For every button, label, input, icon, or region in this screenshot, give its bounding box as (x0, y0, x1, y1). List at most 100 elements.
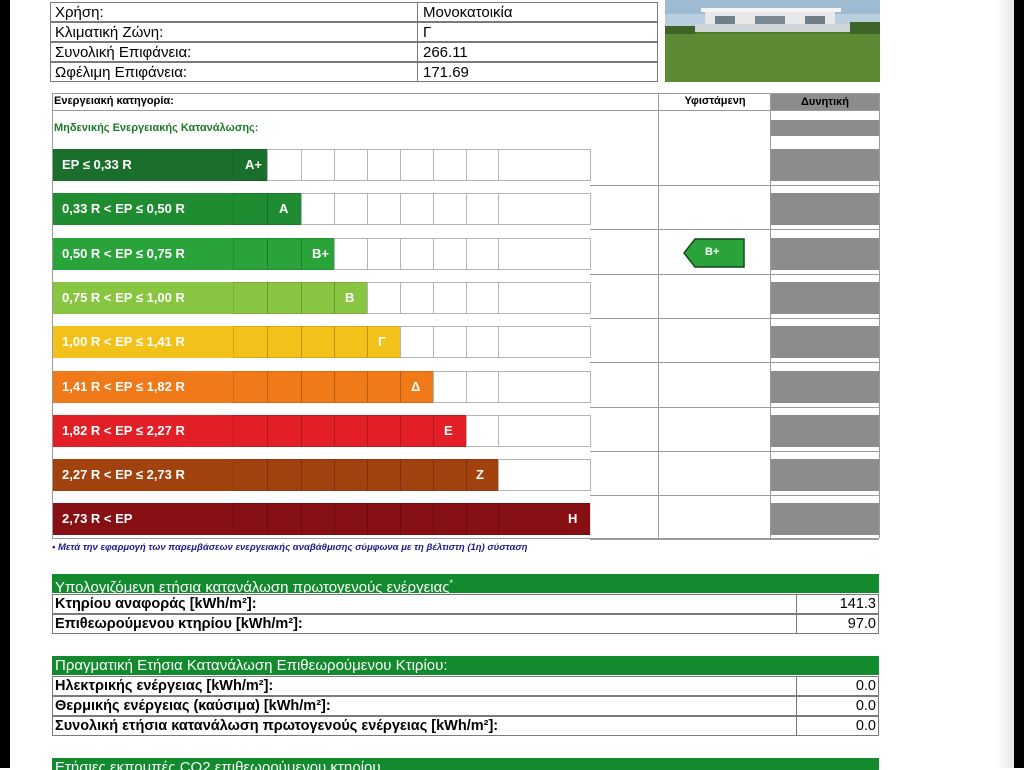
band-cell (367, 149, 401, 181)
cell-divider (796, 717, 797, 735)
potential-column-header: Δυνητική (801, 96, 849, 108)
band-cell (267, 459, 302, 491)
info-value: 266.11 (423, 44, 468, 61)
energy-band-row: EP ≤ 0,33 R A+ (0, 149, 1024, 186)
band-range-label: 2,73 R < EP (62, 511, 133, 526)
band-cell (301, 193, 335, 225)
potential-cell (771, 149, 879, 181)
asterisk-mark: * (449, 578, 454, 588)
band-letter: Δ (411, 379, 421, 394)
band-cell (498, 415, 591, 447)
band-range-label: 0,50 R < EP ≤ 0,75 R (62, 246, 185, 261)
info-value: 171.69 (423, 64, 469, 81)
band-cell (367, 503, 401, 535)
band-cell (267, 326, 302, 358)
band-bar (53, 371, 433, 403)
zero-consumption-label: Μηδενικής Ενεργειακής Κατανάλωσης: (54, 122, 259, 134)
band-cell (433, 371, 467, 403)
info-label: Κλιματική Ζώνη: (55, 24, 164, 41)
row-value: 141.3 (839, 596, 876, 612)
potential-cell (771, 503, 879, 535)
band-cell (233, 193, 268, 225)
info-row-use: Χρήση: Μονοκατοικία (50, 2, 658, 22)
band-cell (334, 459, 368, 491)
actual-row-electric: Ηλεκτρικής ενέργειας [kWh/m²]: 0.0 (52, 676, 879, 696)
band-cell (334, 149, 368, 181)
cell-divider (796, 677, 797, 695)
energy-band-row: 2,27 R < EP ≤ 2,73 R Ζ (0, 459, 1024, 496)
row-divider (590, 362, 879, 363)
band-cell (233, 282, 268, 314)
band-bar (53, 149, 267, 181)
co2-emissions-title: Ετήσιες εκπομπές CO2 επιθεωρούμενου κτηρ… (52, 758, 879, 770)
potential-cell (771, 415, 879, 447)
band-cell (466, 238, 499, 270)
row-divider (590, 318, 879, 319)
row-value: 0.0 (855, 698, 876, 714)
band-cell (466, 326, 499, 358)
band-range-label: EP ≤ 0,33 R (62, 157, 132, 172)
calculated-consumption-title: Υπολογιζόμενη ετήσια κατανάλωση πρωτογεν… (52, 574, 879, 596)
table-border (52, 93, 879, 94)
row-label: Ηλεκτρικής ενέργειας [kWh/m²]: (55, 678, 274, 694)
band-cell (498, 238, 591, 270)
band-cell (433, 238, 467, 270)
band-cell (301, 149, 335, 181)
band-range-label: 1,82 R < EP ≤ 2,27 R (62, 423, 185, 438)
cell-divider (417, 3, 418, 21)
band-range-label: 0,75 R < EP ≤ 1,00 R (62, 290, 185, 305)
info-label: Ωφέλιμη Επιφάνεια: (55, 64, 188, 81)
energy-band-row: 1,00 R < EP ≤ 1,41 R Γ (0, 326, 1024, 363)
existing-column-header: Υφιστάμενη (684, 95, 746, 107)
band-cell (498, 503, 591, 535)
info-label: Συνολική Επιφάνεια: (55, 44, 192, 61)
table-border (770, 93, 771, 538)
band-cell (301, 326, 335, 358)
row-value: 0.0 (855, 718, 876, 734)
band-cell (400, 326, 434, 358)
band-bar (53, 326, 400, 358)
band-letter: B+ (312, 246, 329, 261)
band-bar (53, 415, 466, 447)
band-cell (466, 282, 499, 314)
band-cell (301, 371, 335, 403)
row-label: Συνολική ετήσια κατανάλωση πρωτογενούς ε… (55, 718, 499, 734)
table-border (879, 93, 880, 538)
right-screen-edge (1014, 0, 1024, 768)
band-cell (400, 415, 434, 447)
info-value: Μονοκατοικία (423, 4, 513, 21)
band-range-label: 2,27 R < EP ≤ 2,73 R (62, 467, 185, 482)
potential-cell (771, 326, 879, 358)
band-cell (466, 149, 499, 181)
band-bar (53, 459, 498, 491)
band-range-label: 1,00 R < EP ≤ 1,41 R (62, 334, 185, 349)
band-cell (433, 282, 467, 314)
band-cell (301, 503, 335, 535)
potential-cell (771, 371, 879, 403)
band-cell (498, 149, 591, 181)
calculated-title-text: Υπολογιζόμενη ετήσια κατανάλωση πρωτογεν… (55, 579, 450, 596)
row-divider (590, 274, 879, 275)
band-cell (301, 415, 335, 447)
cell-divider (796, 595, 797, 613)
band-range-label: 0,33 R < EP ≤ 0,50 R (62, 201, 185, 216)
band-cell (400, 149, 434, 181)
energy-band-row: 0,33 R < EP ≤ 0,50 R A (0, 193, 1024, 230)
cell-divider (796, 615, 797, 633)
band-cell (267, 149, 302, 181)
band-cell (334, 415, 368, 447)
row-label: Θερμικής ενέργειας (καύσιμα) [kWh/m²]: (55, 698, 331, 714)
band-letter: Ζ (476, 467, 484, 482)
band-cell (400, 193, 434, 225)
row-divider (590, 229, 879, 230)
cell-divider (417, 43, 418, 61)
energy-band-row: 2,73 R < EP Η (0, 503, 1024, 540)
table-border (52, 93, 53, 538)
page-shadow (996, 0, 1014, 768)
band-cell (233, 415, 268, 447)
row-divider (590, 495, 879, 496)
band-cell (498, 282, 591, 314)
band-cell (433, 326, 467, 358)
band-cell (433, 503, 467, 535)
band-cell (233, 238, 268, 270)
